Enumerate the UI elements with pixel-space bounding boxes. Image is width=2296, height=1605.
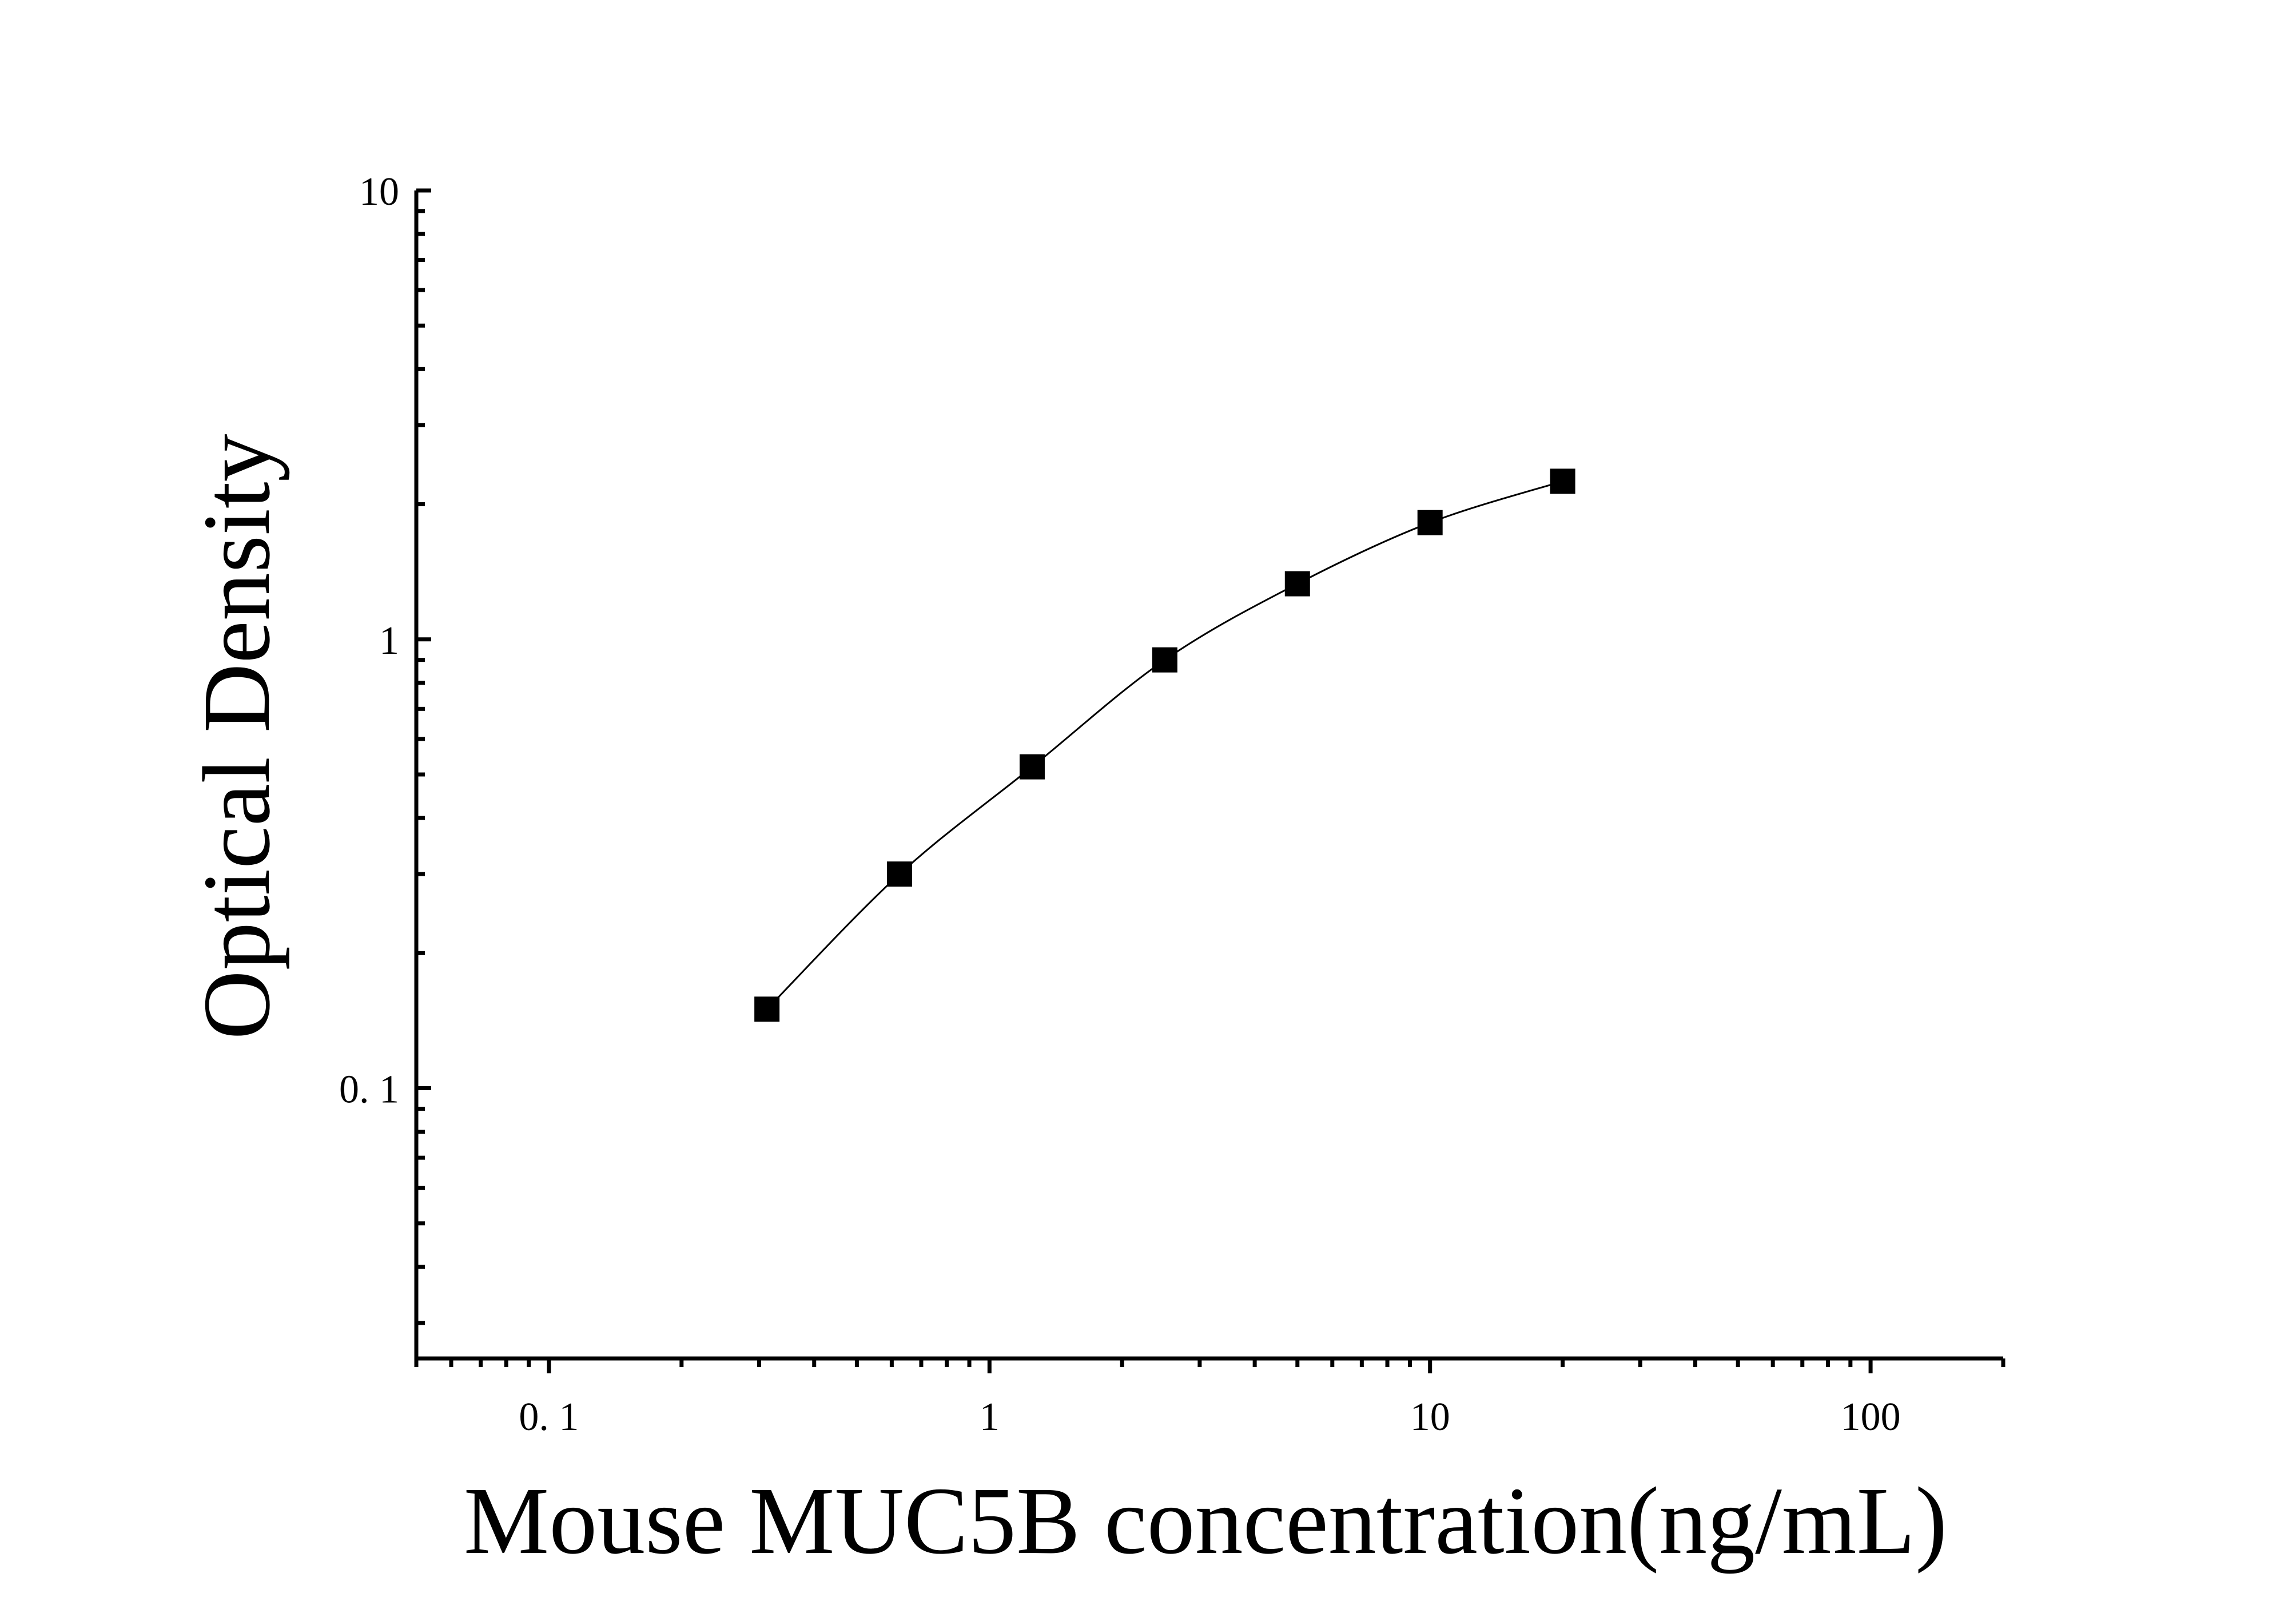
y-axis-title: Optical Density bbox=[184, 434, 290, 1039]
y-tick-label: 10 bbox=[359, 170, 399, 214]
x-tick-label: 1 bbox=[980, 1395, 1000, 1439]
data-point-marker bbox=[1550, 468, 1575, 494]
y-tick-label: 1 bbox=[379, 619, 399, 663]
tick-labels: 0. 1 1 10 100 0. 1 1 10 bbox=[339, 170, 1901, 1439]
x-tick-label: 10 bbox=[1410, 1395, 1450, 1439]
y-tick-label: 0. 1 bbox=[339, 1068, 399, 1112]
x-tick-label: 100 bbox=[1841, 1395, 1901, 1439]
data-point-marker bbox=[1284, 571, 1310, 597]
data-point-marker bbox=[754, 996, 780, 1022]
data-point-marker bbox=[1417, 510, 1443, 535]
x-tick-label: 0. 1 bbox=[519, 1395, 579, 1439]
x-axis-title: Mouse MUC5B concentration(ng/mL) bbox=[464, 1468, 1947, 1574]
data-point-marker bbox=[1019, 754, 1045, 780]
data-point-marker bbox=[887, 861, 913, 887]
data-point-marker bbox=[1152, 647, 1177, 673]
data-points bbox=[754, 468, 1575, 1022]
